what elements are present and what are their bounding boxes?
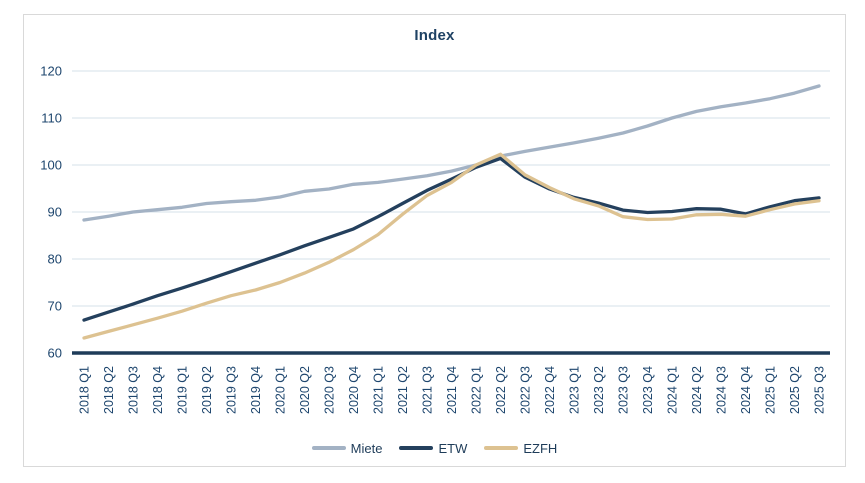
x-axis-label: 2020 Q2	[298, 366, 312, 414]
x-axis-label: 2022 Q2	[494, 366, 508, 414]
x-axis-label: 2021 Q3	[421, 366, 435, 414]
series-line-ezfh	[82, 152, 821, 340]
x-axis-label: 2025 Q3	[813, 366, 827, 414]
x-axis-label: 2023 Q3	[617, 366, 631, 414]
x-axis-label: 2025 Q2	[788, 366, 802, 414]
x-axis-label: 2021 Q2	[396, 366, 410, 414]
x-axis-label: 2018 Q4	[151, 366, 165, 414]
x-axis-label: 2024 Q1	[666, 366, 680, 414]
x-axis-label: 2023 Q4	[641, 366, 655, 414]
x-axis-label: 2022 Q3	[519, 366, 533, 414]
y-axis-label: 120	[40, 64, 62, 79]
x-axis-label: 2023 Q1	[568, 366, 582, 414]
y-axis-label: 110	[41, 111, 62, 126]
y-axis-label: 80	[48, 252, 62, 267]
x-axis-label: 2022 Q1	[470, 366, 484, 414]
series-line-miete	[82, 84, 821, 222]
x-axis-label: 2024 Q2	[690, 366, 704, 414]
x-axis-label: 2021 Q4	[445, 366, 459, 414]
x-axis-label: 2018 Q3	[127, 366, 141, 414]
legend-item-ezfh: EZFH	[484, 441, 557, 456]
x-axis-label: 2023 Q2	[592, 366, 606, 414]
x-axis-label: 2020 Q1	[274, 366, 288, 414]
chart-frame: Index Miete ETW EZFH	[23, 14, 846, 467]
y-axis-label: 100	[40, 158, 62, 173]
legend-item-etw: ETW	[399, 441, 467, 456]
legend-swatch-etw	[399, 446, 434, 450]
legend-label: EZFH	[523, 440, 558, 456]
x-axis-label: 2020 Q3	[323, 366, 337, 414]
x-axis-label: 2019 Q3	[225, 366, 239, 414]
x-axis-label: 2019 Q4	[249, 366, 263, 414]
x-axis-label: 2025 Q1	[764, 366, 778, 414]
x-axis-label: 2018 Q2	[102, 366, 116, 414]
legend-label: Miete	[350, 440, 383, 456]
x-axis-label: 2020 Q4	[347, 366, 361, 414]
chart-legend: Miete ETW EZFH	[24, 435, 845, 461]
x-axis-label: 2019 Q1	[176, 366, 190, 414]
x-axis-label: 2024 Q3	[715, 366, 729, 414]
series-line-etw	[82, 156, 821, 322]
legend-swatch-ezfh	[484, 446, 519, 450]
x-axis-label: 2021 Q1	[372, 366, 386, 414]
y-axis-label: 90	[48, 205, 62, 220]
chart-title: Index	[414, 27, 455, 44]
x-axis-label: 2019 Q2	[200, 366, 214, 414]
legend-item-miete: Miete	[311, 440, 383, 456]
legend-swatch-miete	[311, 446, 346, 450]
x-axis-label: 2022 Q4	[543, 366, 557, 414]
y-axis-label: 60	[48, 346, 62, 361]
x-axis-label: 2018 Q1	[78, 366, 92, 414]
x-axis-label: 2024 Q4	[739, 366, 753, 414]
legend-label: ETW	[438, 440, 468, 456]
y-axis-label: 70	[48, 299, 62, 314]
